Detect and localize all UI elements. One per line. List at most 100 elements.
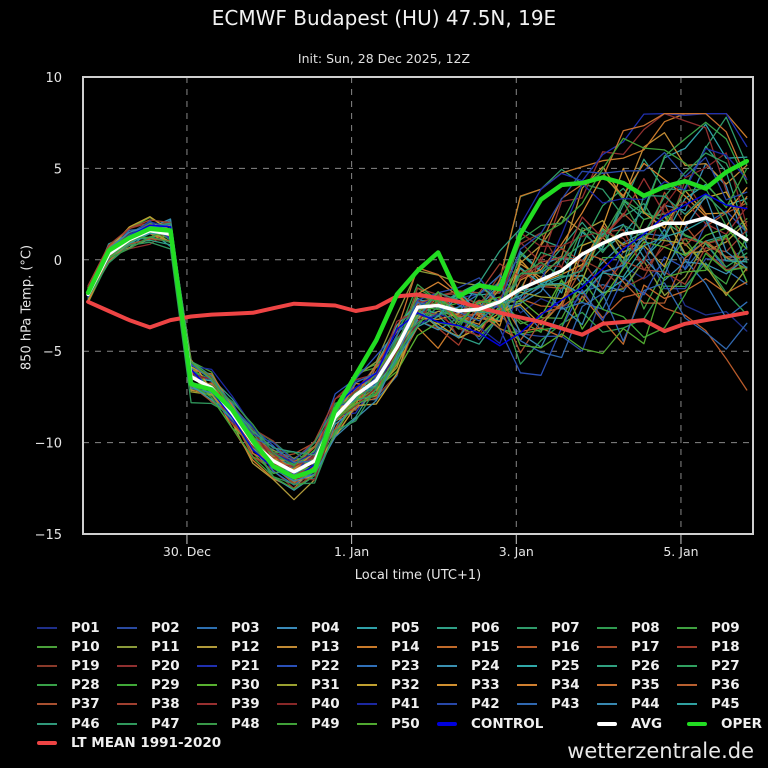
legend-item[interactable]: P27 bbox=[677, 656, 740, 675]
legend-item[interactable]: P18 bbox=[677, 637, 740, 656]
legend-label: P23 bbox=[391, 657, 420, 674]
legend-item[interactable]: P46 bbox=[37, 714, 100, 733]
legend-label: P44 bbox=[631, 696, 660, 713]
legend-item[interactable]: P10 bbox=[37, 637, 100, 656]
legend-item[interactable]: P40 bbox=[277, 695, 340, 714]
legend-item[interactable]: OPER bbox=[687, 714, 762, 733]
legend-label: P03 bbox=[231, 619, 260, 636]
legend-swatch bbox=[197, 626, 217, 629]
chart-subtitle: Init: Sun, 28 Dec 2025, 12Z bbox=[297, 51, 471, 66]
legend-item[interactable]: P17 bbox=[597, 637, 660, 656]
legend-label: P24 bbox=[471, 657, 500, 674]
legend-label: P36 bbox=[711, 677, 740, 694]
legend-swatch bbox=[437, 703, 457, 706]
legend-label: P33 bbox=[471, 677, 500, 694]
legend-label: P41 bbox=[391, 696, 420, 713]
legend-label: P02 bbox=[151, 619, 180, 636]
legend-label: P50 bbox=[391, 715, 420, 732]
legend-label: LT MEAN 1991-2020 bbox=[71, 734, 222, 751]
legend-swatch bbox=[277, 626, 297, 629]
legend-item[interactable]: P19 bbox=[37, 656, 100, 675]
legend-label: P25 bbox=[551, 657, 580, 674]
legend-label: P05 bbox=[391, 619, 420, 636]
legend-item[interactable]: P45 bbox=[677, 695, 740, 714]
legend-swatch bbox=[357, 722, 377, 725]
legend-item[interactable]: P44 bbox=[597, 695, 660, 714]
legend-item[interactable]: P13 bbox=[277, 637, 340, 656]
legend-label: P47 bbox=[151, 715, 180, 732]
legend-item[interactable]: P07 bbox=[517, 618, 580, 637]
legend-swatch bbox=[437, 684, 457, 687]
legend-item[interactable]: P24 bbox=[437, 656, 500, 675]
legend-item[interactable]: P03 bbox=[197, 618, 260, 637]
legend-item[interactable]: P36 bbox=[677, 676, 740, 695]
legend-item[interactable]: P29 bbox=[117, 676, 180, 695]
series-line-oper bbox=[85, 158, 750, 480]
x-tick-label: 5. Jan bbox=[663, 544, 698, 559]
legend-item[interactable]: P06 bbox=[437, 618, 500, 637]
legend-swatch bbox=[437, 721, 457, 726]
legend-item[interactable]: P41 bbox=[357, 695, 420, 714]
legend-swatch bbox=[37, 645, 57, 648]
legend-item[interactable]: P16 bbox=[517, 637, 580, 656]
legend-label: P49 bbox=[311, 715, 340, 732]
legend-swatch bbox=[517, 626, 537, 629]
legend-item[interactable]: P11 bbox=[117, 637, 180, 656]
legend-item[interactable]: P02 bbox=[117, 618, 180, 637]
legend-item[interactable]: P15 bbox=[437, 637, 500, 656]
legend-item[interactable]: P26 bbox=[597, 656, 660, 675]
legend-swatch bbox=[677, 626, 697, 629]
legend-swatch bbox=[357, 664, 377, 667]
legend-swatch bbox=[677, 664, 697, 667]
legend-item[interactable]: P37 bbox=[37, 695, 100, 714]
legend-item[interactable]: P39 bbox=[197, 695, 260, 714]
legend-label: P11 bbox=[151, 638, 180, 655]
legend-item[interactable]: P42 bbox=[437, 695, 500, 714]
legend-item[interactable]: P35 bbox=[597, 676, 660, 695]
legend-item[interactable]: P14 bbox=[357, 637, 420, 656]
legend-item[interactable]: P25 bbox=[517, 656, 580, 675]
legend-item[interactable]: P50 bbox=[357, 714, 420, 733]
plot-frame bbox=[82, 76, 754, 535]
legend-item[interactable]: LT MEAN 1991-2020 bbox=[37, 733, 221, 752]
legend-item[interactable]: P48 bbox=[197, 714, 260, 733]
footer-credit: wetterzentrale.de bbox=[567, 739, 754, 763]
legend-item[interactable]: P21 bbox=[197, 656, 260, 675]
legend-item[interactable]: P01 bbox=[37, 618, 100, 637]
legend-label: P20 bbox=[151, 657, 180, 674]
legend-item[interactable]: P47 bbox=[117, 714, 180, 733]
legend-label: P32 bbox=[391, 677, 420, 694]
legend-item[interactable]: P43 bbox=[517, 695, 580, 714]
member-line-p35 bbox=[87, 112, 748, 483]
legend-item[interactable]: P09 bbox=[677, 618, 740, 637]
legend-swatch bbox=[597, 645, 617, 648]
legend-item[interactable]: P32 bbox=[357, 676, 420, 695]
legend-item[interactable]: P49 bbox=[277, 714, 340, 733]
legend-item[interactable]: P08 bbox=[597, 618, 660, 637]
legend-swatch bbox=[357, 626, 377, 629]
legend-item[interactable]: P05 bbox=[357, 618, 420, 637]
legend-item[interactable]: P34 bbox=[517, 676, 580, 695]
legend-swatch bbox=[117, 645, 137, 648]
legend-label: P09 bbox=[711, 619, 740, 636]
legend-swatch bbox=[197, 645, 217, 648]
legend-item[interactable]: CONTROL bbox=[437, 714, 543, 733]
legend-label: P26 bbox=[631, 657, 660, 674]
legend-label: P37 bbox=[71, 696, 100, 713]
legend-item[interactable]: P22 bbox=[277, 656, 340, 675]
legend-swatch bbox=[37, 626, 57, 629]
legend-item[interactable]: P20 bbox=[117, 656, 180, 675]
legend-item[interactable]: P33 bbox=[437, 676, 500, 695]
legend-item[interactable]: P23 bbox=[357, 656, 420, 675]
x-tick-label: 30. Dec bbox=[163, 544, 211, 559]
legend-label: P38 bbox=[151, 696, 180, 713]
member-line-p43 bbox=[87, 223, 748, 464]
legend-item[interactable]: P31 bbox=[277, 676, 340, 695]
legend-item[interactable]: P12 bbox=[197, 637, 260, 656]
legend-swatch bbox=[517, 684, 537, 687]
legend-item[interactable]: P04 bbox=[277, 618, 340, 637]
legend-item[interactable]: P38 bbox=[117, 695, 180, 714]
legend-item[interactable]: P30 bbox=[197, 676, 260, 695]
legend-item[interactable]: P28 bbox=[37, 676, 100, 695]
legend-item[interactable]: AVG bbox=[597, 714, 662, 733]
